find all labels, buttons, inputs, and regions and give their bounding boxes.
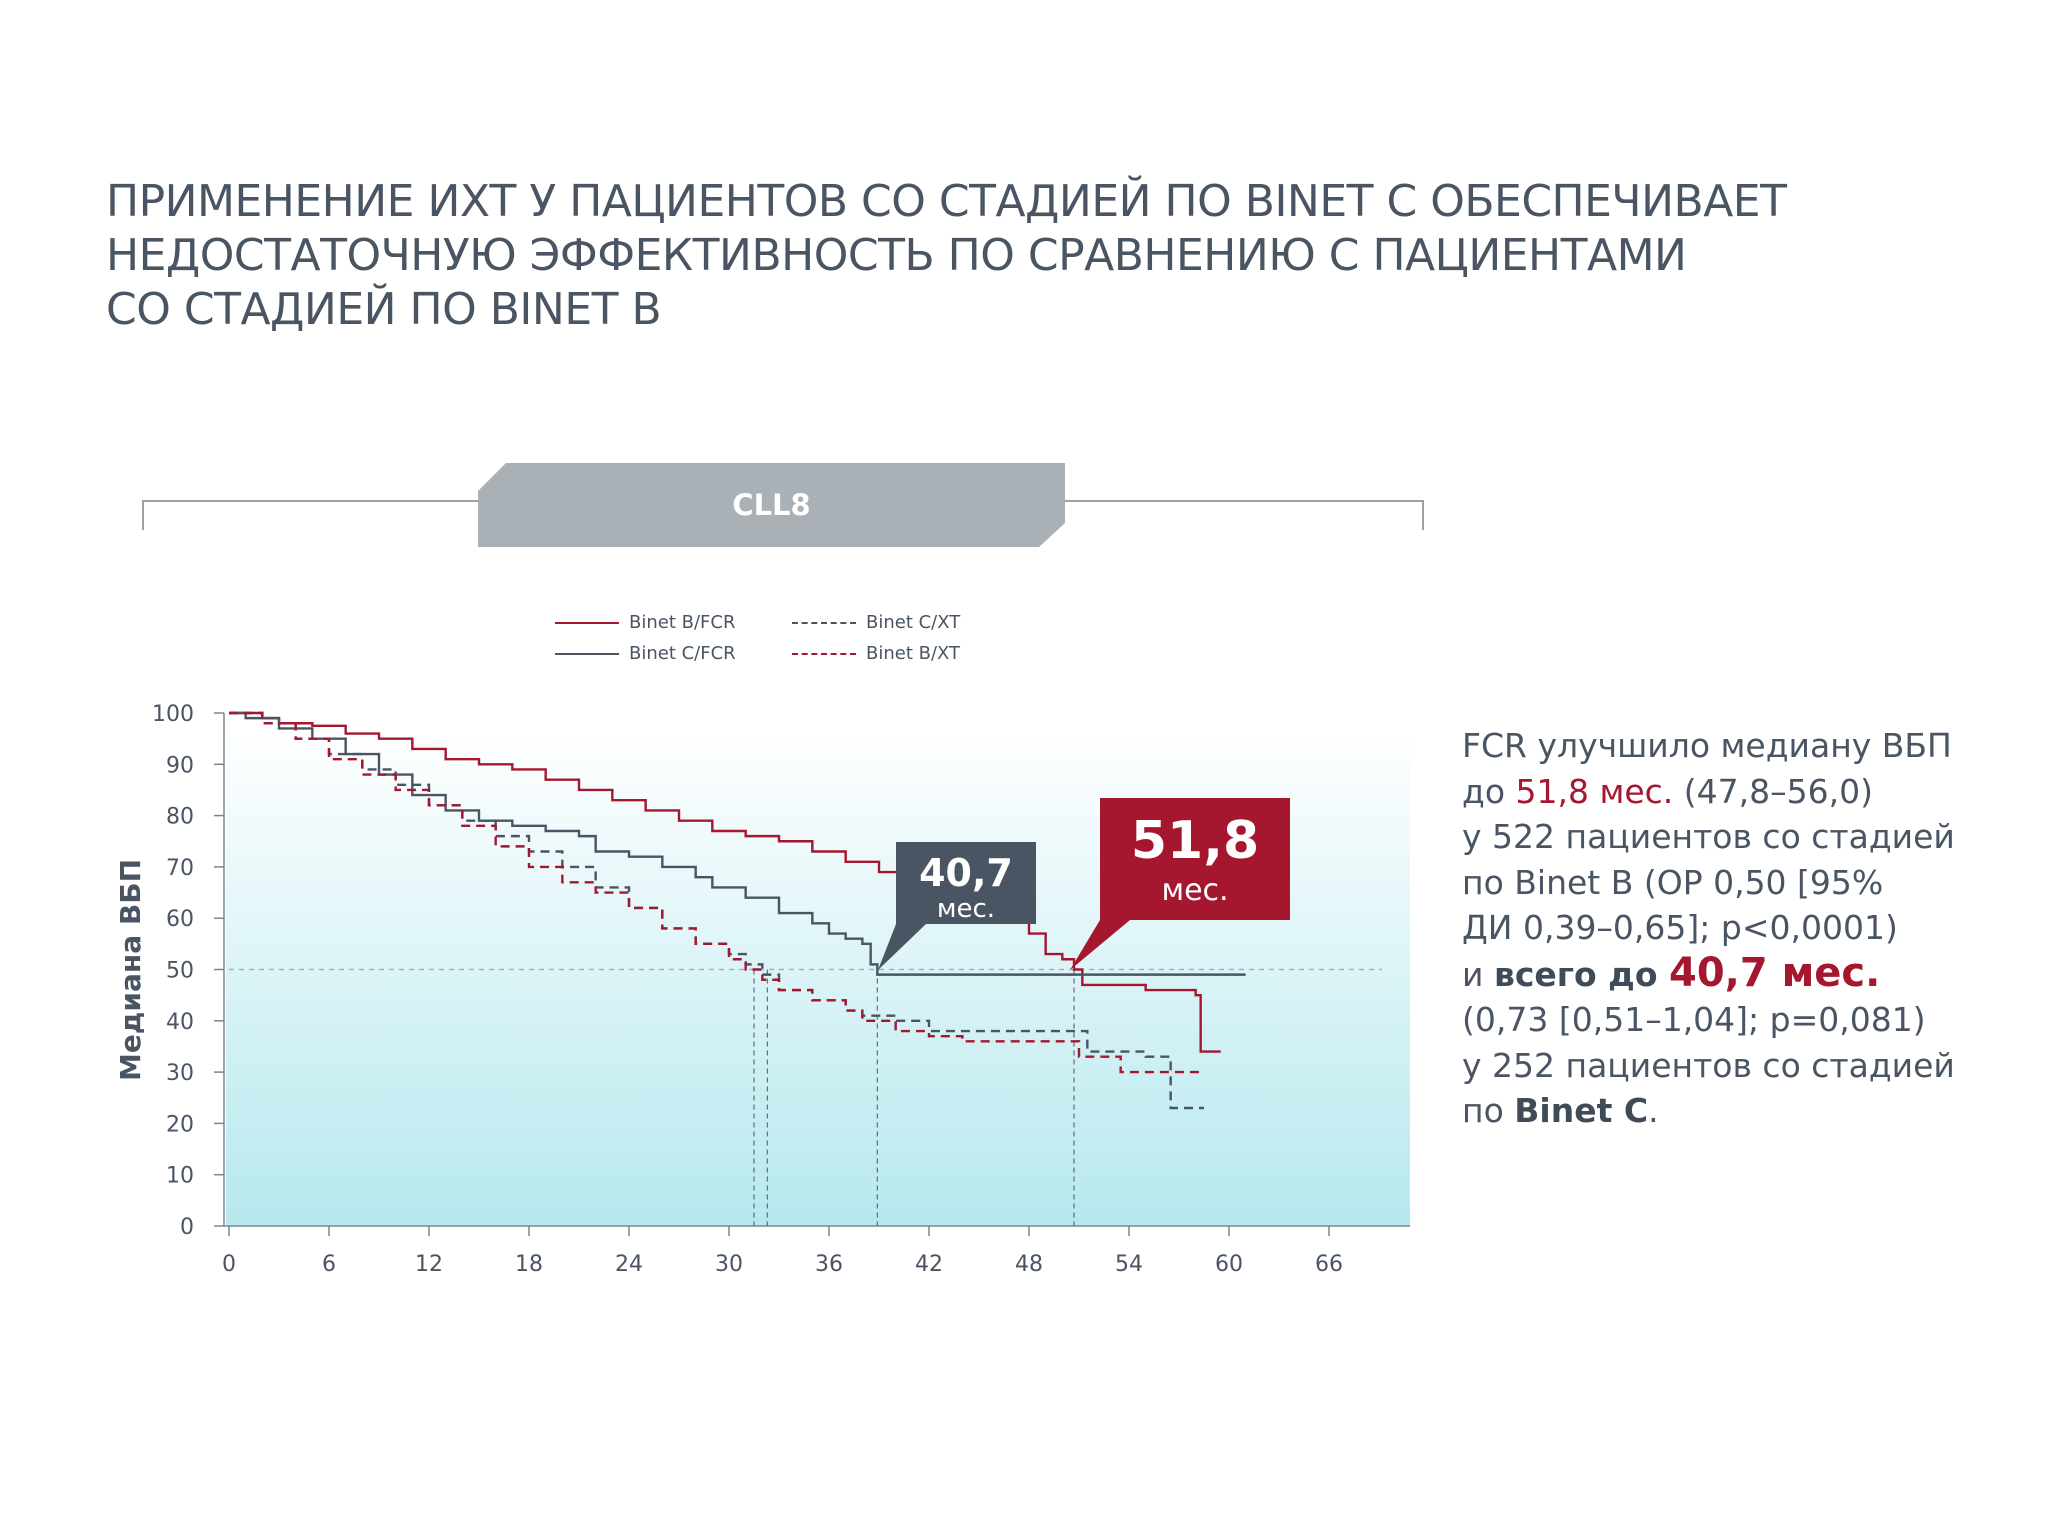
legend-swatch	[792, 652, 856, 655]
summary-line-6-pre: и	[1462, 954, 1494, 994]
y-tick-label: 100	[152, 702, 194, 727]
y-axis-title: Медиана ВБП	[114, 859, 147, 1081]
x-tick-label: 60	[1215, 1252, 1243, 1277]
legend-label: Binet C/XT	[866, 612, 961, 633]
callout-binet-c-box	[878, 842, 1036, 970]
x-tick-label: 42	[915, 1252, 943, 1277]
summary-line-9-pre: по	[1462, 1091, 1515, 1130]
legend-label: Binet C/FCR	[629, 643, 736, 664]
summary-line-9-post: .	[1648, 1091, 1659, 1130]
summary-binet-c: Binet C	[1514, 1091, 1649, 1130]
legend-label: Binet B/XT	[866, 643, 961, 664]
summary-highlight-c: 40,7 мес.	[1668, 949, 1881, 996]
page-title: ПРИМЕНЕНИЕ ИХТ У ПАЦИЕНТОВ СО СТАДИЕЙ ПО…	[106, 175, 1956, 337]
summary-line-2-pre: до	[1462, 771, 1516, 811]
y-tick-label: 80	[166, 805, 194, 830]
callout-binet-c-value: 40,7	[919, 851, 1013, 895]
summary-line-6-bold: всего до	[1493, 954, 1669, 994]
series-binet-b-xt	[229, 711, 1204, 1074]
summary-line-3: у 522 пациентов со стадией	[1462, 817, 1955, 856]
legend-item-binet-b-xt: Binet B/XT	[792, 643, 960, 664]
summary-line-2: до 51,8 мес. (47,8–56,0)	[1462, 769, 2022, 815]
legend-item-binet-b-fcr: Binet B/FCR	[555, 612, 735, 633]
y-tick-label: 90	[166, 753, 194, 778]
summary-line-1: FCR улучшило медиану ВБП	[1462, 726, 1952, 765]
x-tick-label: 48	[1015, 1252, 1043, 1277]
y-tick-label: 30	[166, 1061, 194, 1086]
summary-line-5: ДИ 0,39–0,65]; p<0,0001)	[1462, 908, 1898, 947]
callout-binet-c-unit: мес.	[937, 894, 995, 924]
summary-line-4: по Binet B (ОР 0,50 [95%	[1462, 862, 1884, 902]
y-tick-label: 40	[166, 1010, 194, 1035]
page-title-line-3: СО СТАДИЕЙ ПО BINET B	[106, 284, 662, 335]
series-binet-b-fcr	[229, 711, 1221, 1053]
x-tick-label: 12	[415, 1252, 443, 1277]
callout-binet-b-unit: мес.	[1161, 873, 1228, 908]
x-tick-label: 30	[715, 1252, 743, 1277]
y-tick-label: 0	[180, 1215, 194, 1240]
callout-binet-b-value: 51,8	[1131, 811, 1259, 871]
page-title-line-1: ПРИМЕНЕНИЕ ИХТ У ПАЦИЕНТОВ СО СТАДИЕЙ ПО…	[106, 176, 1787, 227]
legend-swatch	[555, 621, 619, 624]
summary-line-6: и всего до 40,7 мес.	[1462, 949, 2022, 998]
study-tab-label: CLL8	[732, 488, 811, 522]
frame-top-right	[1062, 500, 1424, 502]
x-tick-label: 54	[1115, 1252, 1143, 1277]
y-tick-label: 10	[166, 1164, 194, 1189]
frame-left-cap	[142, 500, 144, 530]
y-tick-label: 20	[166, 1112, 194, 1137]
legend-item-binet-c-xt: Binet C/XT	[792, 612, 960, 633]
summary-line-9: по Binet C.	[1462, 1088, 2022, 1134]
y-tick-label: 60	[166, 907, 194, 932]
summary-line-7: (0,73 [0,51–1,04]; p=0,081)	[1462, 1000, 1926, 1039]
x-tick-label: 18	[515, 1252, 543, 1277]
callout-binet-b-box	[1070, 798, 1290, 970]
page-title-line-2: НЕДОСТАТОЧНУЮ ЭФФЕКТИВНОСТЬ ПО СРАВНЕНИЮ…	[106, 230, 1687, 281]
x-tick-label: 6	[322, 1252, 336, 1277]
summary-text: FCR улучшило медиану ВБП до 51,8 мес. (4…	[1462, 723, 2022, 1134]
y-tick-label: 50	[166, 959, 194, 984]
summary-line-2-post: (47,8–56,0)	[1673, 771, 1874, 811]
x-tick-label: 0	[222, 1252, 236, 1277]
x-tick-label: 24	[615, 1252, 643, 1277]
summary-line-8: у 252 пациентов со стадией	[1462, 1045, 1955, 1085]
x-tick-label: 66	[1315, 1252, 1343, 1277]
frame-top-left	[142, 500, 482, 502]
legend-label: Binet B/FCR	[629, 612, 736, 633]
legend-swatch	[555, 652, 619, 655]
study-tab: CLL8	[478, 463, 1065, 547]
x-tick-label: 36	[815, 1252, 843, 1277]
summary-highlight-b: 51,8 мес.	[1515, 771, 1674, 811]
legend-item-binet-c-fcr: Binet C/FCR	[555, 643, 736, 664]
frame-right-cap	[1422, 500, 1424, 530]
legend-swatch	[792, 621, 856, 624]
y-tick-label: 70	[166, 856, 194, 881]
